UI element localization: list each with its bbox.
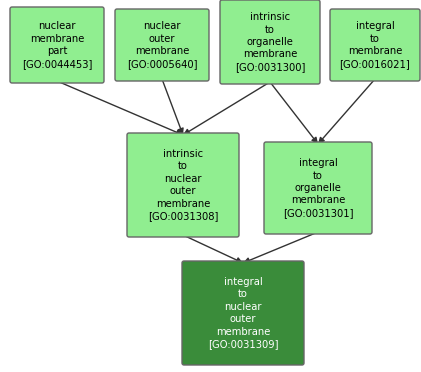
FancyBboxPatch shape [10, 7, 104, 83]
FancyBboxPatch shape [127, 133, 239, 237]
Text: integral
to
membrane
[GO:0016021]: integral to membrane [GO:0016021] [340, 22, 410, 68]
FancyBboxPatch shape [220, 0, 320, 84]
Text: integral
to
nuclear
outer
membrane
[GO:0031309]: integral to nuclear outer membrane [GO:0… [208, 277, 278, 349]
FancyBboxPatch shape [264, 142, 372, 234]
Text: integral
to
organelle
membrane
[GO:0031301]: integral to organelle membrane [GO:00313… [283, 158, 353, 218]
Text: intrinsic
to
nuclear
outer
membrane
[GO:0031308]: intrinsic to nuclear outer membrane [GO:… [148, 149, 218, 221]
Text: nuclear
outer
membrane
[GO:0005640]: nuclear outer membrane [GO:0005640] [127, 22, 197, 68]
FancyBboxPatch shape [330, 9, 420, 81]
Text: intrinsic
to
organelle
membrane
[GO:0031300]: intrinsic to organelle membrane [GO:0031… [235, 12, 305, 72]
FancyBboxPatch shape [115, 9, 209, 81]
Text: nuclear
membrane
part
[GO:0044453]: nuclear membrane part [GO:0044453] [22, 22, 92, 68]
FancyBboxPatch shape [182, 261, 304, 365]
